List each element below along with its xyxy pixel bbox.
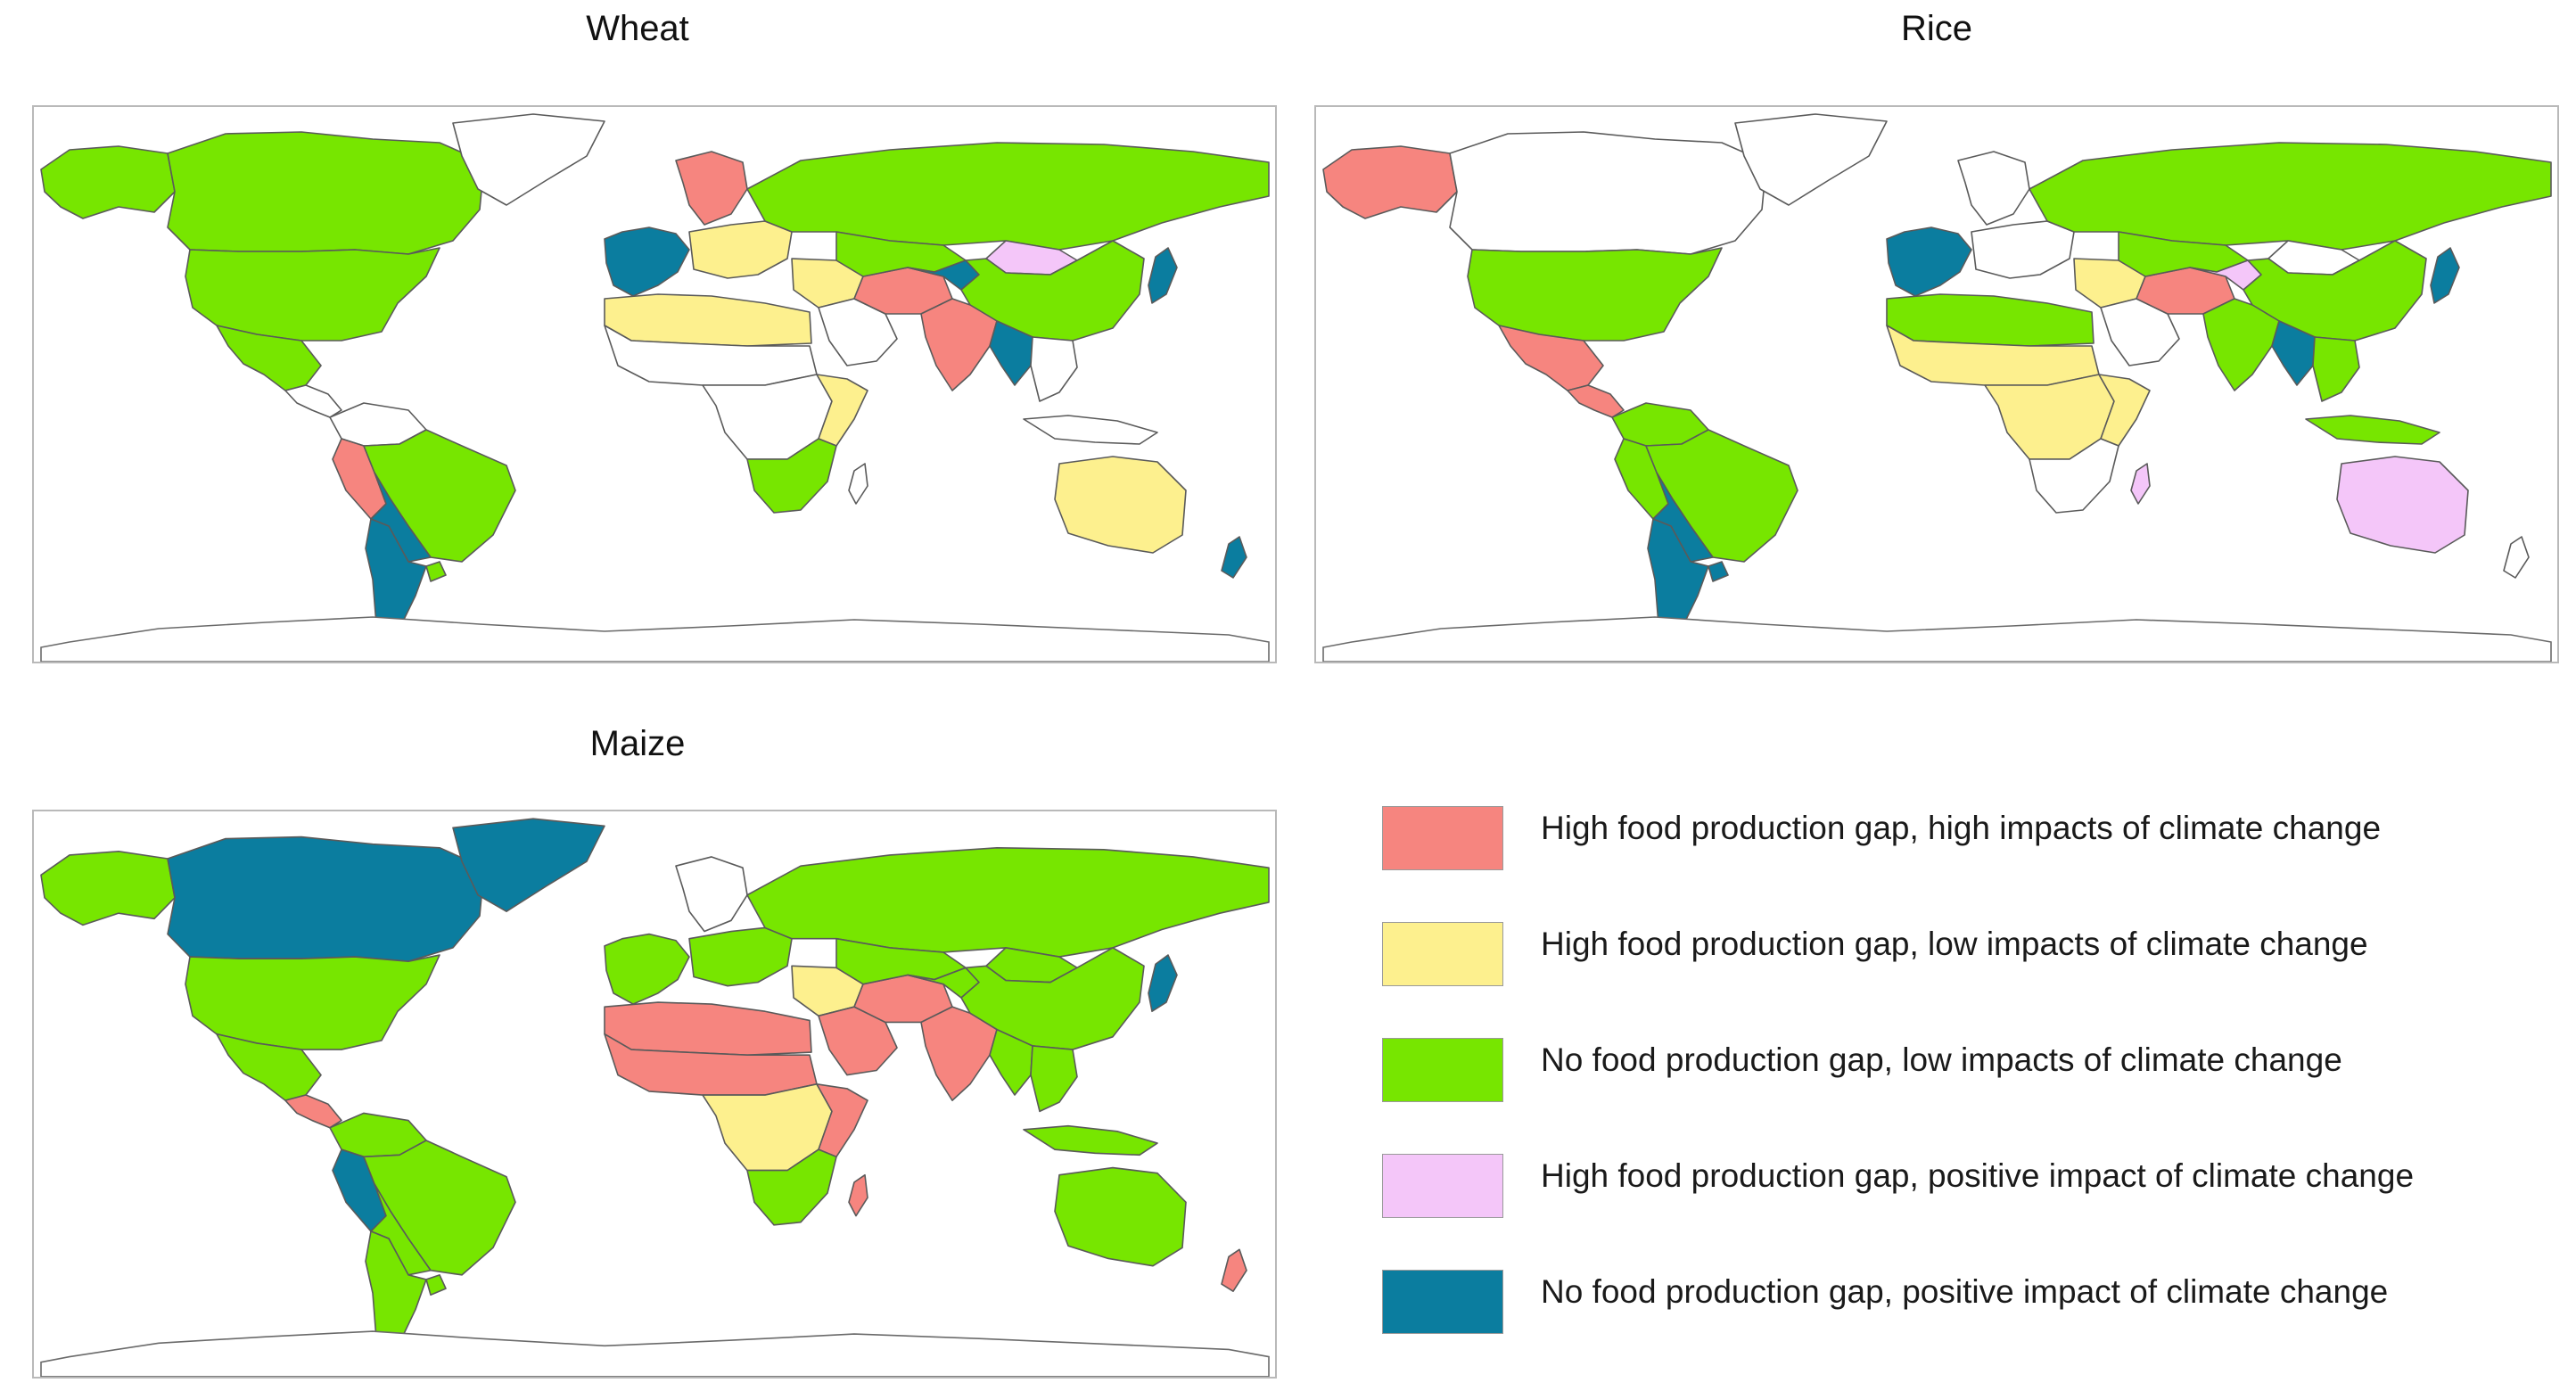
region-western-europe (604, 933, 690, 1005)
region-southern-africa (746, 438, 837, 514)
region-uruguay (1708, 561, 1729, 582)
legend-item-high-gap-positive-impact: High food production gap, positive impac… (1382, 1150, 2559, 1222)
region-madagascar (2130, 463, 2151, 505)
region-russia (746, 142, 1270, 251)
region-eastern-europe (688, 926, 793, 987)
region-southern-africa (746, 1148, 837, 1226)
region-alaska (40, 145, 176, 219)
panel-title-wheat: Wheat (586, 9, 689, 48)
region-australia (1054, 456, 1187, 554)
legend-label-no-gap-low-impact: No food production gap, low impacts of c… (1541, 1041, 2342, 1078)
region-western-europe (1886, 226, 1972, 297)
region-usa (185, 247, 440, 342)
region-indonesia (1023, 415, 1158, 445)
legend-swatch-high-gap-high-impact (1382, 806, 1503, 870)
region-uruguay (425, 561, 447, 582)
region-indonesia (2305, 415, 2440, 445)
world-map-svg-rice (1322, 113, 2552, 662)
region-uruguay (425, 1274, 447, 1296)
region-canada (1449, 131, 1767, 255)
legend-label-high-gap-high-impact: High food production gap, high impacts o… (1541, 810, 2382, 846)
legend-swatch-high-gap-positive-impact (1382, 1154, 1503, 1218)
region-scandinavia (1957, 151, 2030, 226)
region-new-zealand (2503, 536, 2530, 579)
region-new-zealand (1221, 536, 1247, 579)
region-central-america (1567, 384, 1625, 418)
region-north-africa (1886, 293, 2095, 347)
region-canada (167, 131, 485, 255)
world-map-wheat (32, 105, 1277, 663)
region-japan (2430, 247, 2460, 304)
region-antarctica (40, 616, 1270, 662)
legend-label-high-gap-low-impact: High food production gap, low impacts of… (1541, 926, 2368, 962)
region-se-asia (1030, 1045, 1078, 1113)
legend-item-high-gap-high-impact: High food production gap, high impacts o… (1382, 802, 2559, 874)
region-greenland (452, 113, 605, 206)
region-east-africa (816, 374, 868, 447)
region-antarctica (1322, 616, 2552, 662)
region-japan (1148, 954, 1178, 1013)
region-australia (2336, 456, 2469, 554)
region-greenland (1734, 113, 1888, 206)
region-eastern-europe (1971, 220, 2075, 279)
region-north-africa (604, 1001, 812, 1056)
legend-item-high-gap-low-impact: High food production gap, low impacts of… (1382, 918, 2559, 990)
world-map-svg-maize (40, 818, 1270, 1377)
region-southern-africa (2029, 438, 2119, 514)
region-se-asia (2312, 336, 2360, 402)
region-antarctica (40, 1330, 1270, 1377)
region-east-africa (816, 1082, 868, 1158)
region-madagascar (848, 463, 868, 505)
region-india (920, 1006, 998, 1101)
legend-label-no-gap-positive-impact: No food production gap, positive impact … (1541, 1273, 2389, 1310)
region-scandinavia (675, 151, 748, 226)
world-map-maize (32, 810, 1277, 1379)
region-central-america (284, 1094, 342, 1129)
region-se-asia (1030, 336, 1078, 402)
region-australia (1054, 1166, 1187, 1267)
region-china (960, 947, 1145, 1050)
region-india (2202, 298, 2280, 391)
legend-swatch-no-gap-positive-impact (1382, 1270, 1503, 1334)
region-china (2243, 240, 2427, 342)
legend-item-no-gap-positive-impact: No food production gap, positive impact … (1382, 1266, 2559, 1338)
world-map-svg-wheat (40, 113, 1270, 662)
region-russia (2029, 142, 2552, 251)
region-usa (185, 954, 440, 1050)
region-scandinavia (675, 856, 748, 933)
legend-label-high-gap-positive-impact: High food production gap, positive impac… (1541, 1157, 2415, 1194)
region-japan (1148, 247, 1178, 304)
legend-swatch-no-gap-low-impact (1382, 1038, 1503, 1102)
region-eastern-europe (688, 220, 793, 279)
region-alaska (1322, 145, 1458, 219)
region-alaska (40, 851, 176, 926)
region-india (920, 298, 998, 391)
legend-item-no-gap-low-impact: No food production gap, low impacts of c… (1382, 1034, 2559, 1106)
region-russia (746, 846, 1270, 958)
region-canada (167, 835, 485, 962)
panel-title-maize: Maize (589, 724, 686, 763)
region-new-zealand (1221, 1248, 1247, 1293)
region-china (960, 240, 1145, 342)
legend-swatch-high-gap-low-impact (1382, 922, 1503, 986)
region-central-america (284, 384, 342, 418)
region-usa (1467, 247, 1723, 342)
world-map-rice (1314, 105, 2559, 663)
region-madagascar (848, 1173, 868, 1217)
region-east-africa (2098, 374, 2151, 447)
region-western-europe (604, 226, 690, 297)
region-greenland (452, 818, 605, 912)
panel-title-rice: Rice (1900, 9, 1973, 48)
region-north-africa (604, 293, 812, 347)
region-indonesia (1023, 1124, 1158, 1156)
